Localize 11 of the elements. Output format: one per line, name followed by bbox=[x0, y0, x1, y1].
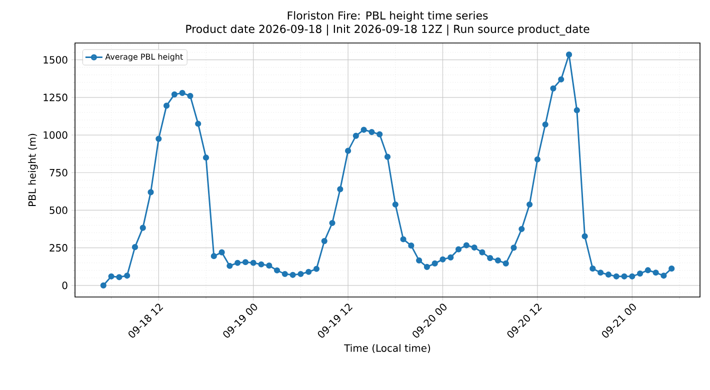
y-tick-label: 1500 bbox=[44, 56, 68, 64]
y-axis-title: PBL height (m) bbox=[28, 134, 38, 206]
y-tick-label: 250 bbox=[50, 244, 68, 252]
y-tick-label: 500 bbox=[50, 206, 68, 214]
chart-subtitle: Product date 2026-09-18 | Init 2026-09-18 12Z | Run source product_date bbox=[186, 24, 590, 36]
x-axis-title: Time (Local time) bbox=[344, 344, 430, 354]
y-tick-label: 1250 bbox=[44, 94, 68, 102]
chart-title: Floriston Fire: PBL height time series bbox=[288, 11, 488, 22]
y-tick-label: 750 bbox=[50, 168, 68, 176]
y-tick-label: 1000 bbox=[44, 131, 68, 139]
y-tick-label: 0 bbox=[62, 282, 68, 290]
